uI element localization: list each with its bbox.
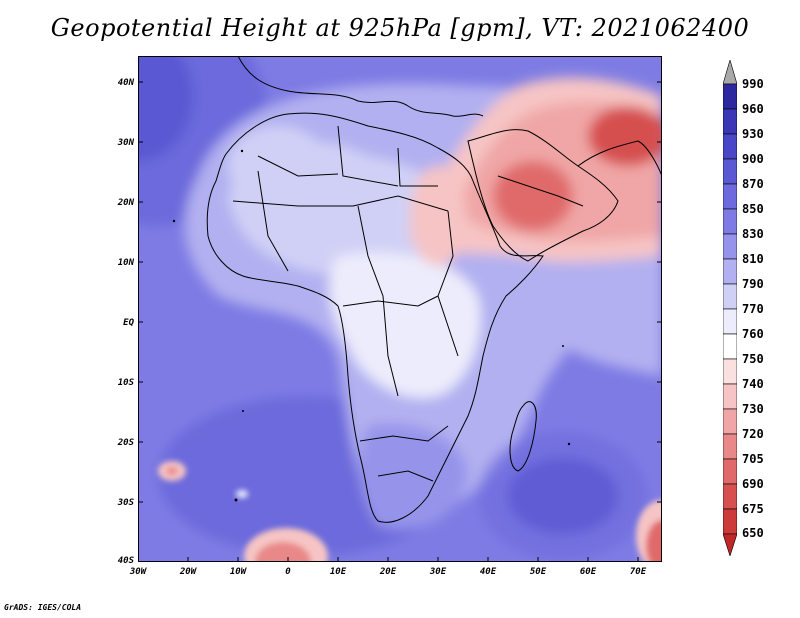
border-arabia <box>497 175 584 207</box>
border-west <box>257 170 289 272</box>
lon-label-10e: 10E <box>329 567 347 577</box>
island-tristan <box>234 498 238 502</box>
lon-label-30e: 30E <box>429 567 447 577</box>
map-title: Geopotential Height at 925hPa [gpm], VT:… <box>50 14 750 42</box>
lon-label-50e: 50E <box>529 567 547 577</box>
colorbar-label: 705 <box>742 452 764 466</box>
colorbar-label: 870 <box>742 177 764 191</box>
colorbar-label: 770 <box>742 302 764 316</box>
geopotential-map <box>138 56 662 562</box>
colorbar-swatch <box>723 358 737 385</box>
colorbar-swatch <box>723 258 737 285</box>
colorbar-swatch <box>723 408 737 435</box>
field-iran-low <box>588 106 662 166</box>
lat-label-20s: 20S <box>117 438 134 448</box>
border-algeria <box>257 155 339 177</box>
colorbar-swatch <box>723 483 737 510</box>
colorbar-label: 900 <box>742 152 764 166</box>
colorbar-swatch <box>723 308 737 335</box>
colorbar-over-triangle <box>723 60 737 85</box>
colorbar-label: 720 <box>742 427 764 441</box>
field-low-sw <box>255 542 311 562</box>
lat-label-40n: 40N <box>117 78 134 88</box>
colorbar-swatch <box>723 333 737 360</box>
field-nile-band <box>410 166 466 266</box>
coastline-iran <box>577 140 662 177</box>
colorbar-label: 760 <box>742 327 764 341</box>
border-libya <box>337 125 399 187</box>
colorbar-under-triangle <box>723 533 737 556</box>
island-canaries <box>240 149 244 153</box>
border-south <box>359 425 449 442</box>
field-south <box>359 423 468 530</box>
grads-credit: GrADS: IGES/COLA <box>4 603 82 612</box>
lat-label-10n: 10N <box>117 258 134 268</box>
lat-ticks <box>138 81 662 503</box>
border-central <box>357 205 399 397</box>
colorbar-swatch <box>723 283 737 310</box>
lon-label-60e: 60E <box>579 567 597 577</box>
colorbar-label: 690 <box>742 477 764 491</box>
colorbar-label: 830 <box>742 227 764 241</box>
colorbar-label: 740 <box>742 377 764 391</box>
colorbar-swatch <box>723 83 737 110</box>
lat-label-40s: 40S <box>117 556 134 566</box>
border-egypt <box>397 147 438 187</box>
border-congo <box>342 295 439 307</box>
colorbar-label: 650 <box>742 526 764 540</box>
colorbar-label: 960 <box>742 102 764 116</box>
colorbar-swatch <box>723 458 737 485</box>
lat-label-30n: 30N <box>117 138 134 148</box>
field-low-se <box>646 520 662 562</box>
colorbar-label: 730 <box>742 402 764 416</box>
border-sahel <box>232 195 449 212</box>
colorbar-label: 930 <box>742 127 764 141</box>
field-arabia-core <box>493 161 573 231</box>
island-cape-verde <box>172 219 176 223</box>
colorbar-swatch <box>723 433 737 460</box>
colorbar-label: 790 <box>742 277 764 291</box>
colorbar <box>723 60 737 556</box>
field-atlantic-core <box>138 56 193 161</box>
lat-label-30s: 30S <box>117 498 134 508</box>
lat-label-10s: 10S <box>117 378 134 388</box>
lon-label-0: 0 <box>285 567 291 577</box>
colorbar-swatch <box>723 183 737 210</box>
colorbar-swatch <box>723 133 737 160</box>
map-frame <box>138 56 662 562</box>
lon-label-70e: 70E <box>629 567 647 577</box>
colorbar-swatch <box>723 158 737 185</box>
island-mauritius <box>567 442 571 446</box>
lon-label-20w: 20W <box>179 567 197 577</box>
field-small-high-core <box>166 467 178 475</box>
colorbar-label: 850 <box>742 202 764 216</box>
field-indian-ridge <box>498 241 662 376</box>
border-southern <box>377 470 434 482</box>
coastline-africa <box>206 112 544 523</box>
colorbar-swatch <box>723 233 737 260</box>
coastline-europe <box>237 56 484 117</box>
colorbar-label: 750 <box>742 352 764 366</box>
lon-label-40e: 40E <box>479 567 497 577</box>
field-central <box>329 252 481 398</box>
lon-label-10w: 10W <box>229 567 247 577</box>
lon-ticks <box>138 557 639 562</box>
lat-label-eq: EQ <box>123 318 134 328</box>
lon-label-20e: 20E <box>379 567 397 577</box>
island-st-helena <box>242 410 244 412</box>
colorbar-swatch <box>723 383 737 410</box>
coastline-arabia <box>467 129 619 262</box>
island-seychelles <box>562 345 564 347</box>
field-mascarene-ring <box>478 431 648 561</box>
coastline-madagascar <box>509 401 537 472</box>
colorbar-swatch <box>723 508 737 535</box>
field-white-spot <box>236 490 248 498</box>
colorbar-label: 810 <box>742 252 764 266</box>
colorbar-label: 675 <box>742 502 764 516</box>
lon-label-30w: 30W <box>129 567 147 577</box>
colorbar-swatch <box>723 108 737 135</box>
lat-label-20n: 20N <box>117 198 134 208</box>
colorbar-swatch <box>723 208 737 235</box>
colorbar-label: 990 <box>742 77 764 91</box>
